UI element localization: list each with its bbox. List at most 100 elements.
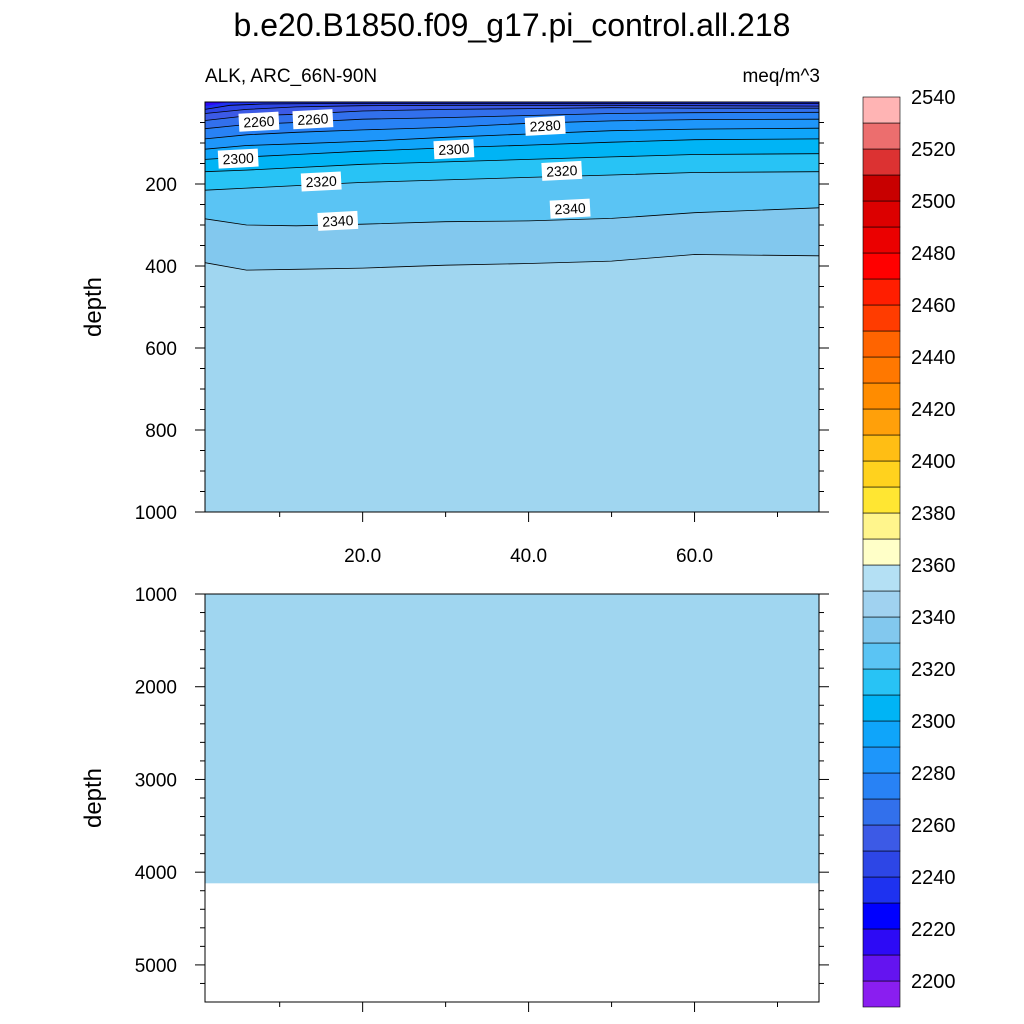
colorbar-tick-label: 2380 <box>911 503 956 525</box>
subtitle-left: ALK, ARC_66N-90N <box>205 66 377 87</box>
colorbar-box <box>862 252 901 280</box>
y-tick-label: 2000 <box>135 678 177 699</box>
contour-band-2240-2250 <box>205 102 819 114</box>
colorbar-tick-label: 2400 <box>911 451 956 473</box>
contour-label: 2340 <box>317 210 359 231</box>
contour-label-text: 2320 <box>546 162 578 180</box>
colorbar-box <box>862 902 901 930</box>
colorbar-box <box>862 928 901 956</box>
colorbar-box <box>862 434 901 462</box>
contour-label-box <box>292 109 334 130</box>
colorbar: 2200 2220 2240 2260 2280 2300 2320 2340 2360 2380… <box>862 87 956 1008</box>
contour-line-2340 <box>204 254 820 271</box>
upper-y-axis-label: depth <box>80 277 107 337</box>
y-tick-label: 5000 <box>135 956 177 977</box>
colorbar-tick-label: 2500 <box>911 191 956 213</box>
colorbar-tick-label: 2340 <box>911 607 956 629</box>
colorbar-box <box>862 876 901 904</box>
contour-label: 2320 <box>300 171 342 192</box>
colorbar-box <box>862 694 901 722</box>
contour-label-box <box>549 198 591 219</box>
contour-label: 2340 <box>549 198 591 219</box>
lower-panel-fill <box>205 594 819 884</box>
contour-band-2210-2220 <box>205 102 230 107</box>
colorbar-box <box>862 356 901 384</box>
x-tick-label: 20.0 <box>344 546 381 567</box>
colorbar-tick-label: 2220 <box>911 919 956 941</box>
colorbar-box <box>862 590 901 618</box>
colorbar-box <box>862 200 901 228</box>
colorbar-box <box>862 148 901 176</box>
colorbar-tick-label: 2460 <box>911 295 956 317</box>
colorbar-tick-label: 2260 <box>911 815 956 837</box>
figure-title: b.e20.B1850.f09_g17.pi_control.all.218 <box>234 7 791 43</box>
contour-line-2290 <box>204 127 820 150</box>
contour-line-2330 <box>204 207 820 227</box>
contour-label-text: 2300 <box>222 150 254 168</box>
colorbar-box <box>862 382 901 410</box>
contour-line-2320 <box>204 171 820 191</box>
contour-line-2240 <box>204 103 819 110</box>
contour-label: 2260 <box>238 111 280 132</box>
colorbar-tick-label: 2420 <box>911 399 956 421</box>
colorbar-tick-label: 2280 <box>911 763 956 785</box>
colorbar-box <box>862 954 901 982</box>
colorbar-box <box>862 96 901 124</box>
contour-label-box <box>217 148 259 169</box>
contour-label-box <box>524 115 566 136</box>
colorbar-box <box>862 772 901 800</box>
y-tick-label: 200 <box>145 175 177 196</box>
contour-label: 2320 <box>541 160 583 181</box>
contour-label-text: 2260 <box>243 113 275 131</box>
lower-y-axis-label: depth <box>80 768 107 828</box>
upper-contour-lines <box>204 103 820 271</box>
contour-label-text: 2320 <box>305 173 337 191</box>
y-tick-label: 1000 <box>135 503 177 524</box>
contour-label-box <box>238 111 280 132</box>
x-tick-label: 40.0 <box>510 546 547 567</box>
colorbar-box <box>862 512 901 540</box>
contour-label-text: 2280 <box>529 117 561 135</box>
contour-label: 2300 <box>217 148 259 169</box>
contour-label-box <box>300 171 342 192</box>
colorbar-box <box>862 330 901 358</box>
lower-axis-ticks: 1000 2000 3000 4000 5000 <box>135 585 829 1012</box>
contour-label: 2280 <box>524 115 566 136</box>
colorbar-tick-label: 2540 <box>911 87 956 109</box>
x-tick-label: 60.0 <box>676 546 713 567</box>
colorbar-box <box>862 486 901 514</box>
colorbar-box <box>862 564 901 592</box>
contour-band-2250-2260 <box>205 102 819 121</box>
colorbar-box <box>862 538 901 566</box>
contour-line-2310 <box>204 153 820 173</box>
colorbar-box <box>862 850 901 878</box>
y-tick-label: 4000 <box>135 863 177 884</box>
contour-line-2280 <box>204 118 820 140</box>
subtitle-units: meq/m^3 <box>742 66 820 87</box>
colorbar-box <box>862 174 901 202</box>
colorbar-tick-label: 2240 <box>911 867 956 889</box>
contour-label-text: 2340 <box>554 200 586 218</box>
colorbar-box <box>862 616 901 644</box>
colorbar-box <box>862 642 901 670</box>
y-tick-label: 1000 <box>135 585 177 606</box>
colorbar-tick-label: 2320 <box>911 659 956 681</box>
contour-label-box <box>541 160 583 181</box>
colorbar-box <box>862 304 901 332</box>
colorbar-tick-label: 2200 <box>911 971 956 993</box>
upper-axis-ticks: 200 400 600 800 1000 20.0 40.0 60.0 <box>135 122 829 567</box>
contour-label: 2300 <box>433 139 475 160</box>
contour-label: 2260 <box>292 109 334 130</box>
colorbar-tick-label: 2300 <box>911 711 956 733</box>
contour-line-2250 <box>204 104 820 114</box>
colorbar-tick-label: 2360 <box>911 555 956 577</box>
upper-contour-labels: 2260 2260 2300 2300 2280 2320 2320 2340 2340 <box>217 109 591 231</box>
colorbar-box <box>862 720 901 748</box>
colorbar-box <box>862 668 901 696</box>
contour-label-box <box>317 210 359 231</box>
contour-label-text: 2340 <box>322 212 354 230</box>
colorbar-tick-label: 2440 <box>911 347 956 369</box>
colorbar-box <box>862 798 901 826</box>
colorbar-box <box>862 824 901 852</box>
contour-label-box <box>433 139 475 160</box>
